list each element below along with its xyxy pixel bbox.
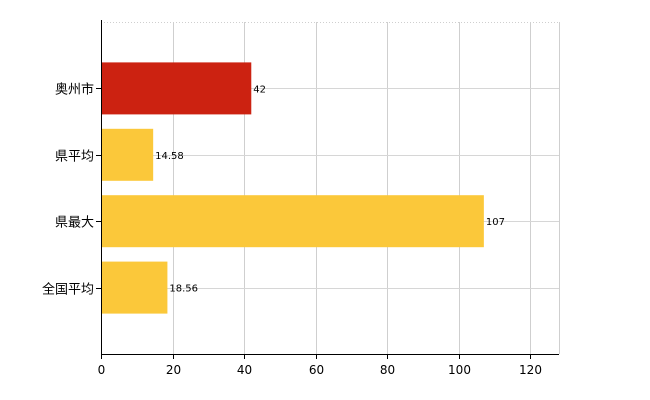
bar — [101, 128, 154, 181]
category-label: 全国平均 — [42, 282, 94, 298]
x-tick-label: 20 — [166, 363, 181, 377]
x-tick-label: 100 — [448, 363, 471, 377]
x-tick-label: 60 — [309, 363, 324, 377]
data-label: 107 — [486, 217, 505, 228]
data-label: 14.58 — [155, 151, 184, 162]
x-tick-label: 0 — [98, 363, 106, 377]
axes — [96, 20, 559, 359]
bar — [101, 62, 252, 115]
bar — [101, 195, 484, 248]
x-tick-label: 120 — [519, 363, 542, 377]
x-tick-label: 80 — [380, 363, 395, 377]
data-label: 42 — [253, 84, 266, 95]
category-label: 県最大 — [55, 216, 94, 231]
x-tick-label: 40 — [237, 363, 252, 377]
category-label: 奥州市 — [55, 82, 94, 98]
data-label: 18.56 — [169, 284, 198, 295]
category-label: 県平均 — [55, 150, 94, 165]
bar — [101, 261, 168, 314]
bars — [101, 62, 484, 314]
